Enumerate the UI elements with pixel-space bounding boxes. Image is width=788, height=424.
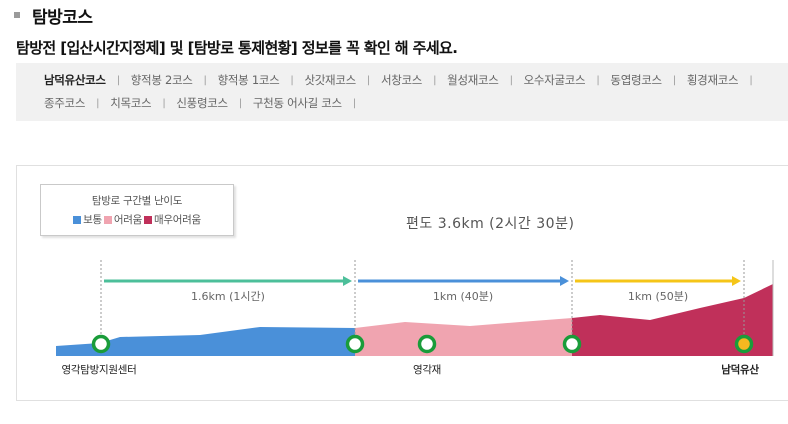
segment-label-2: 1km (40분) xyxy=(433,290,493,303)
course-tab-label[interactable]: 치목코스 xyxy=(110,96,152,110)
tab-separator: | xyxy=(749,75,753,86)
total-distance: 편도 3.6km (2시간 30분) xyxy=(406,216,575,232)
area-normal xyxy=(56,327,355,356)
area-very-difficult xyxy=(572,284,773,356)
course-tab[interactable]: 종주코스 | xyxy=(44,92,110,115)
course-tab-label[interactable]: 구천동 어사길 코스 xyxy=(252,96,342,110)
course-tab[interactable]: 향적봉 1코스 | xyxy=(218,69,305,92)
course-tab-label[interactable]: 월성재코스 xyxy=(447,73,499,87)
waypoint-summit-marker xyxy=(734,334,754,354)
course-tab[interactable]: 오수자굴코스 | xyxy=(524,69,611,92)
course-tab-label[interactable]: 향적봉 2코스 xyxy=(130,73,193,87)
section-header: 탐방코스 xyxy=(14,3,93,28)
legend-item: 어려움 xyxy=(103,212,142,227)
course-tab[interactable]: 남덕유산코스 | xyxy=(44,69,131,92)
course-tab[interactable]: 동엽령코스 | xyxy=(610,69,686,92)
segment-label-1: 1.6km (1시간) xyxy=(191,290,265,303)
course-tab[interactable]: 횡경재코스 | xyxy=(687,69,763,92)
course-tab-label[interactable]: 향적봉 1코스 xyxy=(217,73,280,87)
section-title: 탐방코스 xyxy=(32,7,93,28)
course-profile-panel xyxy=(16,165,788,401)
course-tab-label[interactable]: 삿갓재코스 xyxy=(304,73,356,87)
waypoint-marker xyxy=(345,334,365,354)
course-tab[interactable]: 향적봉 2코스 | xyxy=(131,69,218,92)
waypoint-start-marker xyxy=(91,334,111,354)
tab-separator: | xyxy=(433,75,437,86)
tab-separator: | xyxy=(352,98,356,109)
tab-separator: | xyxy=(162,98,166,109)
tab-separator: | xyxy=(290,75,294,86)
legend-item: 매우어려움 xyxy=(144,212,201,227)
segment-arrowhead-icon xyxy=(732,276,741,286)
course-tab[interactable]: 삿갓재코스 | xyxy=(304,69,380,92)
tab-separator: | xyxy=(238,98,242,109)
waypoint-label-yeonggakjae: 영각재 xyxy=(413,364,441,376)
tab-separator: | xyxy=(366,75,370,86)
course-tab[interactable]: 월성재코스 | xyxy=(447,69,523,92)
course-tab-label[interactable]: 종주코스 xyxy=(44,96,86,110)
legend-label: 어려움 xyxy=(113,214,142,226)
tab-separator: | xyxy=(116,75,120,86)
segment-label-3: 1km (50분) xyxy=(628,290,688,303)
waypoint-label-summit: 남덕유산 xyxy=(721,363,759,376)
tab-separator: | xyxy=(509,75,513,86)
segment-arrowhead-icon xyxy=(560,276,569,286)
difficulty-legend: 탐방로 구간별 난이도 보통 어려움 매우어려움 xyxy=(40,184,234,236)
legend-title: 탐방로 구간별 난이도 xyxy=(91,195,183,207)
legend-item: 보통 xyxy=(73,212,102,227)
segment-arrowhead-icon xyxy=(343,276,352,286)
waypoint-yeonggakjae-marker xyxy=(417,334,437,354)
course-tab[interactable]: 신풍령코스 | xyxy=(176,92,252,115)
tab-separator: | xyxy=(203,75,207,86)
legend-label: 보통 xyxy=(83,214,102,226)
course-tab-label[interactable]: 신풍령코스 xyxy=(176,96,228,110)
area-difficult xyxy=(355,318,572,356)
legend-label: 매우어려움 xyxy=(154,214,201,226)
course-tab[interactable]: 치목코스 | xyxy=(110,92,176,115)
course-tab[interactable]: 서창코스 | xyxy=(381,69,447,92)
legend-swatch xyxy=(103,215,112,224)
notice-text: 탐방전 [입산시간지정제] 및 [탐방로 통제현황] 정보를 꼭 확인 해 주세… xyxy=(16,39,458,57)
course-tab-label[interactable]: 횡경재코스 xyxy=(686,73,739,87)
course-tab-label[interactable]: 동엽령코스 xyxy=(610,73,662,87)
square-bullet-icon xyxy=(14,12,20,18)
tab-separator: | xyxy=(596,75,600,86)
tab-separator: | xyxy=(96,98,100,109)
legend-swatch xyxy=(144,215,152,224)
course-tab-label[interactable]: 남덕유산코스 xyxy=(44,73,106,87)
course-tab-label[interactable]: 서창코스 xyxy=(380,73,423,87)
course-tab[interactable]: 구천동 어사길 코스 | xyxy=(253,92,367,115)
waypoint-label-start: 영각탐방지원센터 xyxy=(62,364,137,376)
tab-separator: | xyxy=(672,75,676,86)
legend-swatch xyxy=(73,215,82,224)
waypoint-marker xyxy=(562,334,582,354)
course-tabs: 남덕유산코스 | 향적봉 2코스 | 향적봉 1코스 | 삿갓재코스 | 서창코스 | 월성재코스 |… xyxy=(16,63,788,121)
course-tab-label[interactable]: 오수자굴코스 xyxy=(523,73,586,87)
